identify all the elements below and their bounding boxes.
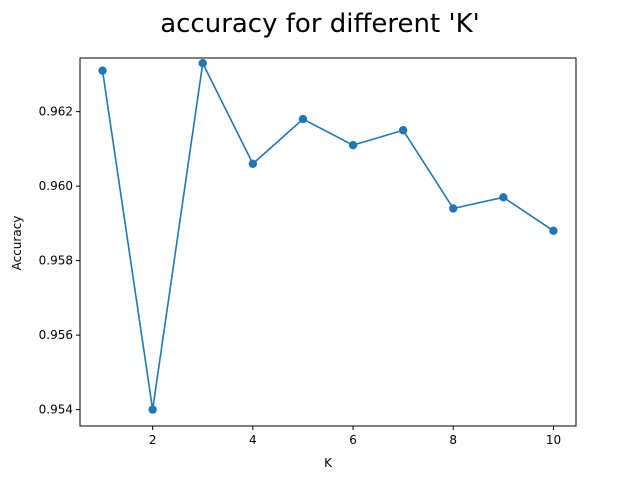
data-point xyxy=(98,66,107,75)
x-tick-label: 10 xyxy=(546,433,561,447)
x-tick-label: 2 xyxy=(149,433,157,447)
y-tick-label: 0.958 xyxy=(39,254,73,268)
y-tick-label: 0.956 xyxy=(39,328,73,342)
data-point xyxy=(398,126,408,135)
chart-title: accuracy for different 'K' xyxy=(160,9,480,39)
series-line xyxy=(101,62,554,411)
x-axis-label: K xyxy=(324,456,333,470)
x-tick-label: 8 xyxy=(449,433,457,447)
y-tick-label: 0.960 xyxy=(39,179,73,193)
y-axis-label: Accuracy xyxy=(10,216,24,271)
data-point xyxy=(248,159,258,168)
data-point xyxy=(499,193,508,202)
plot-area-frame xyxy=(79,57,577,427)
x-tick-label: 4 xyxy=(249,433,257,447)
data-point xyxy=(348,140,358,150)
x-tick-label: 6 xyxy=(349,433,357,447)
y-tick-label: 0.954 xyxy=(39,403,73,417)
data-point xyxy=(449,204,458,213)
data-point xyxy=(549,226,558,236)
data-point xyxy=(298,114,308,124)
series-layer xyxy=(98,59,558,414)
data-point xyxy=(148,405,157,414)
data-point xyxy=(198,59,207,68)
y-axis-ticks: 0.954 0.956 0.958 0.960 0.962 xyxy=(39,105,80,417)
x-axis-ticks: 2 4 6 8 10 xyxy=(149,426,561,447)
y-tick-label: 0.962 xyxy=(39,105,73,119)
